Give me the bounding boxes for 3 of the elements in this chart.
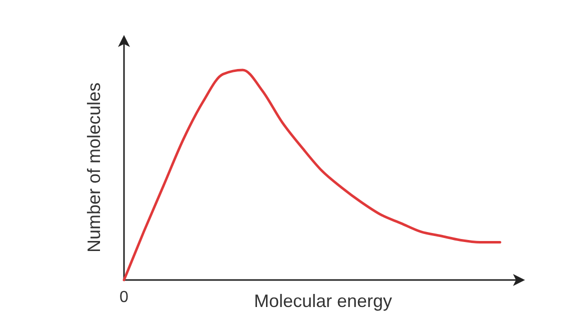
x-axis-title: Molecular energy xyxy=(254,291,392,311)
text: 0 xyxy=(120,289,129,306)
y-axis-title: Number of molecules xyxy=(84,82,104,253)
